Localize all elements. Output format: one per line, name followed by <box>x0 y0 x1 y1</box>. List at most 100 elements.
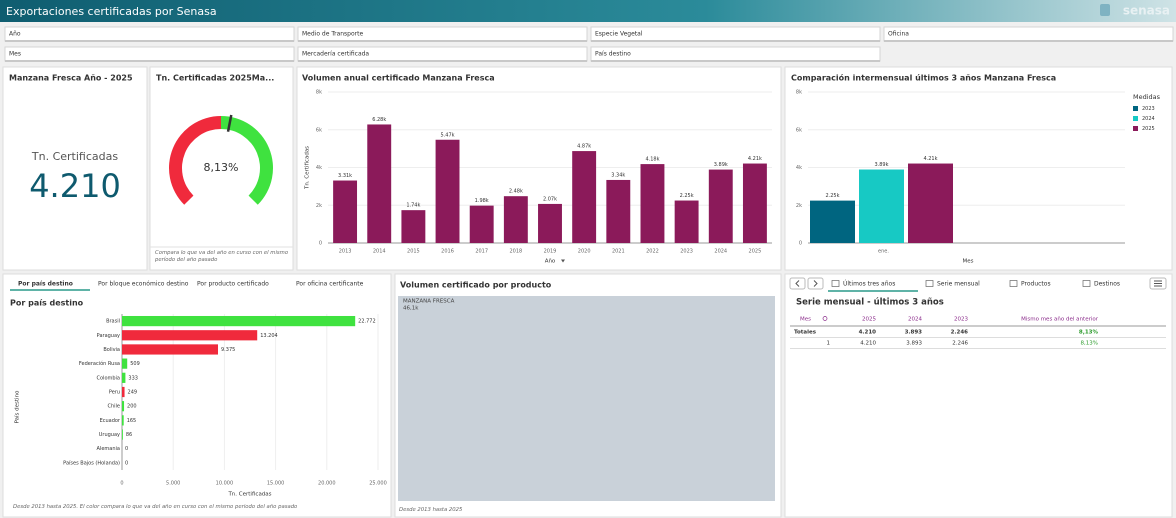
tab: Por bloque económico destino <box>98 281 189 288</box>
next-icon <box>813 280 818 287</box>
y-tick-label: Peru <box>109 390 120 396</box>
bar <box>708 169 733 243</box>
value-label: 2.07k <box>543 196 557 202</box>
value-label: 22.772 <box>358 319 376 325</box>
y-tick-label: Bolivia <box>103 347 120 353</box>
column-header: 2023 <box>954 317 968 323</box>
value-label: 249 <box>128 390 138 396</box>
sort-icon <box>561 259 565 263</box>
value-label: 3.31k <box>338 173 352 179</box>
kpi-title: Manzana Fresca Año - 2025 <box>9 74 133 83</box>
prev-icon <box>795 280 800 287</box>
x-tick-label: 2019 <box>544 249 557 255</box>
chart-title: Tn. Certificadas 2025Ma... <box>156 74 274 83</box>
bar <box>742 163 767 243</box>
y-tick-label: Países Bajos (Holanda) <box>63 459 120 466</box>
legend-swatch <box>1133 126 1138 131</box>
value-label: 3.89k <box>874 162 888 168</box>
y-tick-label: 2k <box>796 203 802 209</box>
bar <box>122 344 218 355</box>
logo-icon <box>1100 4 1110 16</box>
note: Compara lo que va del año en curso con e… <box>155 250 289 263</box>
bar <box>640 164 665 243</box>
legend-title: Medidas <box>1133 93 1161 101</box>
filter[interactable] <box>883 26 1174 42</box>
bar <box>122 358 128 369</box>
y-tick-label: Uruguay <box>99 432 120 438</box>
x-tick-label: 25.000 <box>369 481 387 487</box>
kpi-value: 4.210 <box>29 167 121 205</box>
tab: Últimos tres años <box>843 281 895 288</box>
x-tick-label: 2021 <box>612 249 625 255</box>
column-header: 2025 <box>862 317 876 323</box>
y-tick-label: 6k <box>316 127 322 133</box>
y-tick-label: Chile <box>107 404 120 410</box>
value-label: 333 <box>128 375 138 381</box>
filter[interactable] <box>590 46 881 62</box>
y-tick-label: 8k <box>796 90 802 96</box>
x-tick-label: 2020 <box>578 249 591 255</box>
y-tick-label: 0 <box>319 241 322 247</box>
value-label: 3.89k <box>714 162 728 168</box>
legend-swatch <box>1133 106 1138 111</box>
bar <box>122 372 126 383</box>
value-label: 4.87k <box>577 144 591 150</box>
filter-label: País destino <box>595 51 631 58</box>
y-tick-label: 2k <box>316 203 322 209</box>
x-axis-label: Año <box>545 259 556 265</box>
x-tick-label: 2013 <box>339 249 352 255</box>
value-label: 2.25k <box>825 193 839 199</box>
value-label: 4.18k <box>645 157 659 163</box>
y-tick-label: 4k <box>316 165 322 171</box>
chart-title: Volumen anual certificado Manzana Fresca <box>302 74 495 83</box>
filter-label: Mes <box>9 51 21 58</box>
cell: 3.893 <box>906 341 922 347</box>
value-label: 4.21k <box>748 156 762 162</box>
value-label: 0 <box>125 460 128 466</box>
bar <box>122 429 123 440</box>
cell: 1 <box>827 341 831 347</box>
y-tick-label: 0 <box>799 241 802 247</box>
y-axis-label: País destino <box>14 390 21 423</box>
bar <box>810 200 855 243</box>
value-label: 6.28k <box>372 117 386 123</box>
value-label: 86 <box>126 432 132 438</box>
header-bar <box>0 0 1176 22</box>
tab: Destinos <box>1094 281 1120 288</box>
x-tick-label: 10.000 <box>216 481 234 487</box>
kpi-panel <box>2 66 148 271</box>
value-label: 165 <box>127 418 137 424</box>
table-title: Serie mensual - últimos 3 años <box>796 298 944 308</box>
cell: Totales <box>794 330 817 336</box>
value-label: 13.204 <box>260 333 278 339</box>
filter-label: Medio de Transporte <box>302 31 363 38</box>
bar <box>367 124 392 243</box>
y-tick-label: Brasil <box>106 319 120 325</box>
gauge-negative <box>169 116 221 205</box>
y-axis-label: Tn. Certificadas <box>305 146 311 190</box>
treemap-value: 46,1k <box>403 306 419 312</box>
bar <box>674 200 699 243</box>
bar <box>606 179 631 243</box>
column-header: 2024 <box>908 317 922 323</box>
prev-button[interactable] <box>789 277 806 290</box>
next-button[interactable] <box>807 277 824 290</box>
cell: 3.893 <box>905 330 923 336</box>
legend-swatch <box>1133 116 1138 121</box>
value-label: 5.47k <box>441 132 455 138</box>
tab: Serie mensual <box>937 281 980 288</box>
x-tick-label: 15.000 <box>267 481 285 487</box>
cell: 2.246 <box>952 341 968 347</box>
cell: 8,13% <box>1079 330 1099 336</box>
filter[interactable] <box>4 26 295 42</box>
note: Desde 2013 hasta 2025. El color compara … <box>13 504 298 510</box>
tab-icon <box>925 280 934 287</box>
filter[interactable] <box>4 46 295 62</box>
treemap-label: MANZANA FRESCA <box>403 299 455 305</box>
x-tick-label: ene. <box>878 249 889 255</box>
x-tick-label: 20.000 <box>318 481 336 487</box>
x-tick-label: 0 <box>120 481 123 487</box>
value-label: 1.98k <box>475 198 489 204</box>
tab-icon <box>1009 280 1018 287</box>
